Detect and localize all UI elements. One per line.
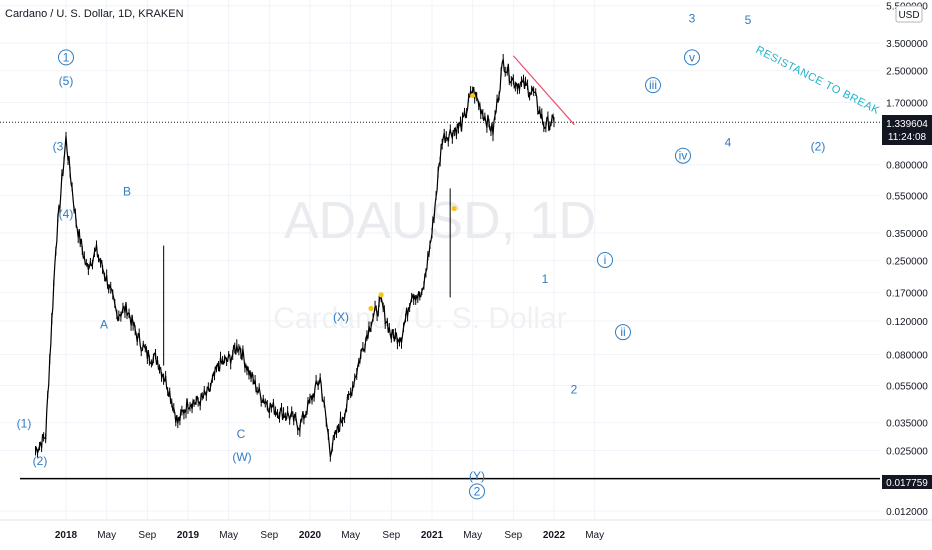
wave-marker-dot <box>470 92 476 99</box>
wave-label: i <box>604 253 607 267</box>
wave-label: (X) <box>333 310 349 324</box>
time-tick-label: 2018 <box>55 530 78 541</box>
wave-label: ii <box>620 325 625 339</box>
time-tick-label: Sep <box>504 530 522 541</box>
wave-marker-dot <box>368 305 374 312</box>
wave-label: iv <box>679 149 688 163</box>
wave-label: (2) <box>33 454 48 468</box>
wave-label: 4 <box>725 135 732 149</box>
resistance-label: RESISTANCE TO BREAK <box>754 44 882 117</box>
price-tick-label: 0.012000 <box>886 507 928 518</box>
price-axis[interactable] <box>880 0 932 520</box>
price-tick-label: 0.350000 <box>886 229 928 240</box>
price-tick-label: 0.250000 <box>886 257 928 268</box>
wave-label: (1) <box>17 417 32 431</box>
wave-label: 2 <box>571 382 578 396</box>
wave-label: (4) <box>59 207 74 221</box>
time-tick-label: 2021 <box>421 530 444 541</box>
watermark-symbol: ADAUSD, 1D <box>284 192 596 250</box>
wave-label: 2 <box>474 484 481 498</box>
grid-lines <box>0 0 880 520</box>
price-axis-ticks: 5.5000003.5000002.5000001.7000000.800000… <box>886 2 928 518</box>
price-line <box>34 58 555 457</box>
time-tick-label: May <box>463 530 482 541</box>
time-tick-label: 2022 <box>543 530 566 541</box>
wave-label: 5 <box>745 13 752 27</box>
price-tick-label: 0.055000 <box>886 381 928 392</box>
wave-label-ring <box>615 324 631 341</box>
wave-marker-dot <box>451 205 457 212</box>
wave-label-ring <box>684 49 700 66</box>
time-axis-ticks: 2018 May Sep 2019 May Sep 2020 May Sep 2021 May Sep… <box>55 530 604 541</box>
wave-label: (2) <box>811 140 826 154</box>
wave-label: B <box>123 185 131 199</box>
current-price-value: 1.339604 <box>886 119 928 130</box>
wave-label: (3 <box>53 140 64 154</box>
time-tick-label: 2020 <box>299 530 322 541</box>
price-tick-label: 0.120000 <box>886 317 928 328</box>
watermark-name: Cardano / U. S. Dollar <box>273 302 566 335</box>
time-tick-label: 2019 <box>177 530 200 541</box>
time-tick-label: Sep <box>382 530 400 541</box>
time-tick-label: Sep <box>138 530 156 541</box>
price-tick-label: 3.500000 <box>886 39 928 50</box>
currency-badge[interactable]: USD <box>895 5 923 23</box>
wave-label-ring <box>469 483 485 500</box>
wave-label: iii <box>649 78 657 92</box>
wave-label: A <box>100 317 108 331</box>
price-tick-label: 2.500000 <box>886 67 928 78</box>
price-tick-label: 0.035000 <box>886 419 928 430</box>
wave-label: C <box>237 427 246 441</box>
time-tick-label: May <box>341 530 360 541</box>
current-price-box: 1.339604 11:24:08 <box>882 115 932 145</box>
price-tick-label: 1.700000 <box>886 99 928 110</box>
price-tick-label: 0.170000 <box>886 288 928 299</box>
price-series <box>34 53 555 462</box>
wave-label: (W) <box>232 450 251 464</box>
wave-marker-dot <box>378 292 384 298</box>
price-tick-label: 0.800000 <box>886 161 928 172</box>
price-tick-label: 0.025000 <box>886 446 928 457</box>
wave-label-ring <box>645 77 661 94</box>
wave-label: 3 <box>689 11 696 25</box>
support-price-value: 0.017759 <box>886 478 928 489</box>
resistance-line <box>512 55 575 126</box>
wave-label: v <box>689 50 695 64</box>
wave-label-ring <box>675 147 691 164</box>
wave-label: (5) <box>59 74 74 88</box>
time-tick-label: May <box>97 530 116 541</box>
price-tick-label: 0.550000 <box>886 192 928 203</box>
currency-label: USD <box>898 10 919 21</box>
wave-label: 1 <box>63 50 70 64</box>
chart-title: Cardano / U. S. Dollar, 1D, KRAKEN <box>5 8 184 20</box>
wave-label-ring <box>597 251 613 268</box>
support-price-box: 0.017759 <box>882 475 932 489</box>
price-tick-label: 0.080000 <box>886 351 928 362</box>
wave-label: 1 <box>542 272 549 286</box>
wave-label-ring <box>58 49 74 66</box>
time-tick-label: May <box>585 530 604 541</box>
time-tick-label: May <box>219 530 238 541</box>
bar-countdown: 11:24:08 <box>888 132 927 143</box>
wave-label: (Y) <box>469 469 485 483</box>
time-tick-label: Sep <box>260 530 278 541</box>
